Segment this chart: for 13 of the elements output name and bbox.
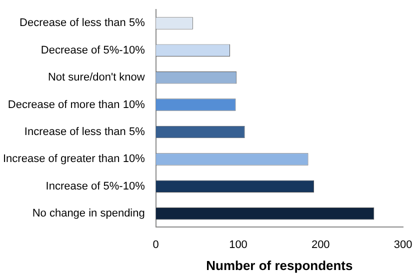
y-tick-label: Decrease of more than 10% bbox=[8, 98, 146, 111]
y-tick-label: Increase of 5%-10% bbox=[46, 180, 146, 192]
x-tick-label: 300 bbox=[394, 238, 412, 251]
x-tick-label: 200 bbox=[311, 238, 330, 251]
y-tick-label: No change in spending bbox=[32, 208, 145, 220]
y-tick-label: Increase of less than 5% bbox=[24, 126, 146, 138]
x-axis-title: Number of respondents bbox=[206, 258, 353, 273]
y-tick-label: Not sure/don't know bbox=[48, 72, 145, 84]
y-tick-label: Increase of greater than 10% bbox=[2, 153, 146, 166]
y-tick-label: Decrease of less than 5% bbox=[20, 17, 146, 30]
x-tick-label: 100 bbox=[229, 238, 248, 251]
y-tick-label: Decrease of 5%-10% bbox=[40, 44, 146, 56]
x-tick-label: 0 bbox=[152, 238, 159, 251]
